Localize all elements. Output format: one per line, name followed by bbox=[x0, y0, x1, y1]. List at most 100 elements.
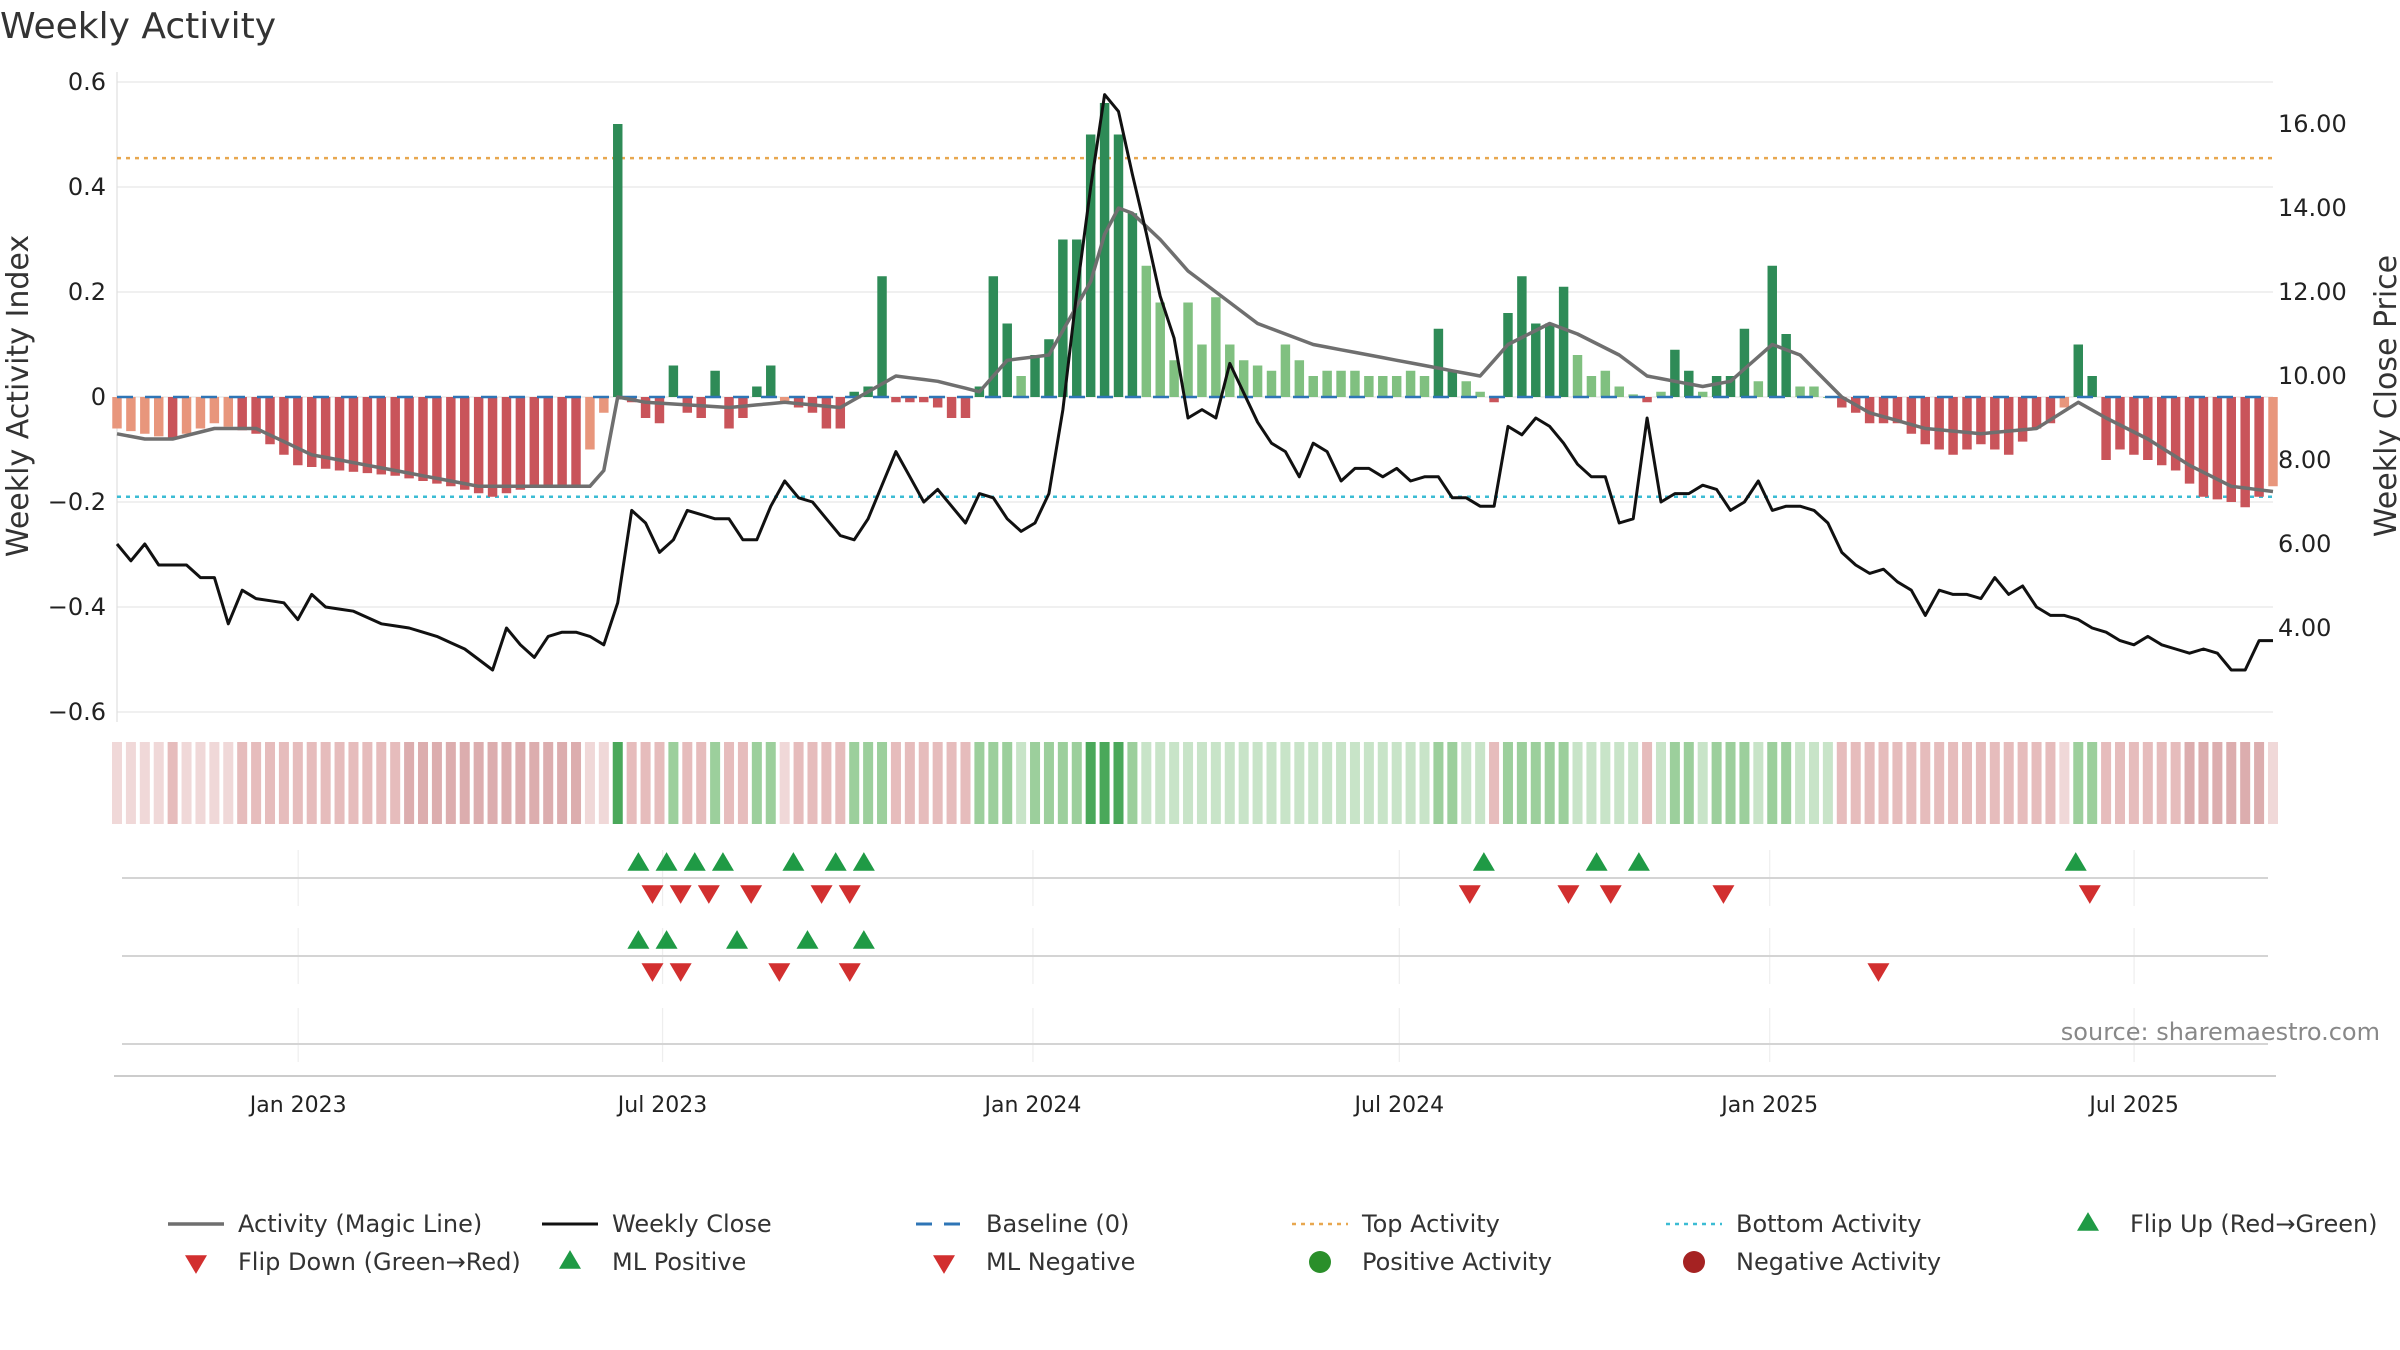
heat-cell bbox=[1085, 742, 1096, 824]
legend-item: Activity (Magic Line) bbox=[168, 1210, 482, 1238]
heat-cell bbox=[1169, 742, 1180, 824]
activity-bar bbox=[1350, 370, 1360, 397]
flip-down-marker bbox=[1557, 885, 1580, 904]
legend-swatch-up-triangle bbox=[2077, 1212, 2099, 1231]
heat-cell bbox=[598, 742, 609, 824]
heat-cell bbox=[1767, 742, 1778, 824]
heat-cell bbox=[751, 742, 762, 824]
activity-bar bbox=[1113, 134, 1124, 397]
heat-cell bbox=[1224, 742, 1235, 824]
legend-item: Bottom Activity bbox=[1666, 1210, 1921, 1238]
heat-cell bbox=[2045, 742, 2056, 824]
heat-cell bbox=[167, 742, 178, 824]
heat-cell bbox=[1043, 742, 1054, 824]
activity-bars bbox=[112, 103, 2278, 508]
heat-cell bbox=[863, 742, 874, 824]
activity-bar bbox=[446, 397, 456, 487]
heat-cell bbox=[696, 742, 707, 824]
heat-cell bbox=[1210, 742, 1221, 824]
activity-bar bbox=[1586, 376, 1597, 397]
heat-cell bbox=[1878, 742, 1889, 824]
heat-cell bbox=[153, 742, 164, 824]
right-tick-label: 4.00 bbox=[2278, 614, 2331, 642]
activity-bar bbox=[2017, 397, 2028, 442]
heat-cell bbox=[1642, 742, 1653, 824]
activity-bar bbox=[1405, 370, 1416, 397]
heat-cell bbox=[612, 742, 623, 824]
heat-cell bbox=[1697, 742, 1708, 824]
activity-bar bbox=[1739, 328, 1750, 397]
flip-up-marker bbox=[1627, 852, 1650, 871]
legend-item: Weekly Close bbox=[542, 1210, 772, 1238]
ml-negative-marker bbox=[768, 963, 791, 982]
activity-bar bbox=[2254, 397, 2264, 497]
activity-bar bbox=[1948, 397, 1958, 455]
legend-label: Negative Activity bbox=[1736, 1248, 1941, 1276]
flip-up-marker bbox=[782, 852, 805, 871]
heat-cell bbox=[348, 742, 359, 824]
activity-bar bbox=[1141, 265, 1152, 397]
left-tick-label: 0.4 bbox=[68, 173, 106, 201]
heat-cell bbox=[1489, 742, 1500, 824]
heat-cell bbox=[1266, 742, 1277, 824]
heat-cell bbox=[890, 742, 901, 824]
legend-item: Baseline (0) bbox=[916, 1210, 1129, 1238]
heat-cell bbox=[515, 742, 526, 824]
heat-cell bbox=[459, 742, 470, 824]
heat-cell bbox=[1600, 742, 1611, 824]
activity-bar bbox=[835, 397, 846, 429]
heat-cell bbox=[1669, 742, 1680, 824]
ml-negative-marker bbox=[641, 963, 664, 982]
heat-cell bbox=[1948, 742, 1959, 824]
activity-bar bbox=[1294, 360, 1305, 397]
activity-bar bbox=[1711, 376, 1722, 397]
activity-bar bbox=[1058, 239, 1068, 397]
heat-cell bbox=[264, 742, 276, 824]
heat-cell bbox=[181, 742, 192, 824]
activity-bar bbox=[640, 397, 651, 418]
activity-bar bbox=[2003, 397, 2014, 455]
heat-cell bbox=[2156, 742, 2167, 824]
heat-cell bbox=[668, 742, 679, 824]
activity-bar bbox=[1085, 134, 1096, 397]
activity-bar bbox=[1642, 397, 1652, 403]
ml-positive-marker bbox=[852, 930, 875, 949]
activity-bar bbox=[2101, 397, 2111, 460]
legend-label: Bottom Activity bbox=[1736, 1210, 1921, 1238]
heat-cell bbox=[2059, 742, 2070, 824]
right-tick-label: 14.00 bbox=[2278, 194, 2347, 222]
right-tick-label: 8.00 bbox=[2278, 446, 2331, 474]
heat-cell bbox=[334, 742, 345, 824]
heat-cell bbox=[1781, 742, 1792, 824]
flip-markers-panel bbox=[122, 850, 2268, 906]
heat-cell bbox=[640, 742, 651, 824]
activity-bar bbox=[1252, 365, 1263, 397]
activity-bar bbox=[1697, 391, 1708, 397]
activity-bar bbox=[1266, 370, 1277, 397]
heat-cell bbox=[1127, 742, 1138, 824]
source-label: source: sharemaestro.com bbox=[2061, 1018, 2380, 1046]
activity-bar bbox=[1280, 344, 1291, 397]
heat-cell bbox=[1822, 742, 1833, 824]
legend-swatch-down-triangle bbox=[933, 1255, 955, 1274]
activity-bar bbox=[2087, 376, 2097, 397]
heat-cell bbox=[1864, 742, 1875, 824]
x-tick-label: Jan 2025 bbox=[1719, 1093, 1818, 1118]
heat-cell bbox=[654, 742, 665, 824]
activity-bar bbox=[919, 397, 929, 403]
activity-bar bbox=[932, 397, 943, 408]
heat-cell bbox=[2198, 742, 2209, 824]
flip-down-marker bbox=[2078, 885, 2101, 904]
activity-bar bbox=[293, 397, 303, 466]
heat-cell bbox=[2240, 742, 2251, 824]
heat-cell bbox=[1141, 742, 1152, 824]
activity-bar bbox=[2073, 344, 2083, 397]
heat-cell bbox=[1405, 742, 1416, 824]
heat-cell bbox=[584, 742, 595, 824]
heat-cell bbox=[1920, 742, 1931, 824]
activity-bar bbox=[2156, 397, 2167, 466]
flip-down-marker bbox=[1458, 885, 1481, 904]
right-tick-label: 10.00 bbox=[2278, 362, 2347, 390]
heat-cell bbox=[1363, 742, 1374, 824]
heat-cell bbox=[320, 742, 331, 824]
